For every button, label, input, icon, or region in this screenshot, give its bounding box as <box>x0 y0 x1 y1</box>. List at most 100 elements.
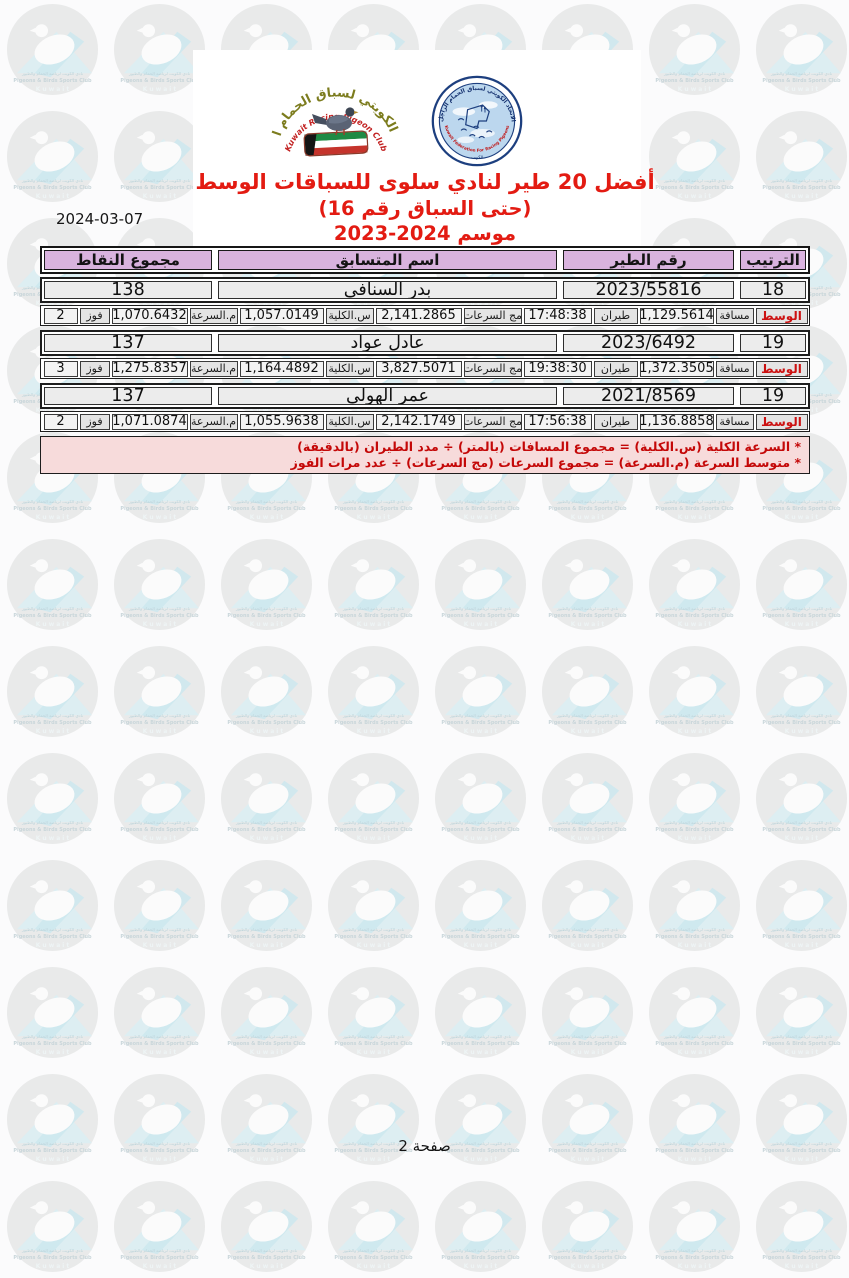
watermark-pigeon-icon: نادي الكويت لرياضة الحمام والطيور Pigeon… <box>113 110 206 203</box>
avg-speed-value: 1,070.6432 <box>111 307 188 324</box>
svg-text:Pigeons & Birds Sports Club: Pigeons & Birds Sports Club <box>120 613 199 619</box>
watermark-pigeon-icon: نادي الكويت لرياضة الحمام والطيور Pigeon… <box>220 538 313 631</box>
watermark-pigeon-icon: نادي الكويت لرياضة الحمام والطيور Pigeon… <box>220 645 313 738</box>
watermark-pigeon-logo: نادي الكويت لرياضة الحمام والطيور Pigeon… <box>433 1072 528 1167</box>
svg-text:K u w a i t: K u w a i t <box>250 942 284 949</box>
watermark-pigeon-icon: نادي الكويت لرياضة الحمام والطيور Pigeon… <box>434 538 527 631</box>
watermark-pigeon-logo: نادي الكويت لرياضة الحمام والطيور Pigeon… <box>433 751 528 846</box>
svg-text:نادي الكويت لرياضة الحمام والط: نادي الكويت لرياضة الحمام والطيور <box>663 178 725 183</box>
svg-text:نادي الكويت لرياضة الحمام والط: نادي الكويت لرياضة الحمام والطيور <box>128 178 190 183</box>
svg-text:Pigeons & Birds Sports Club: Pigeons & Birds Sports Club <box>13 720 92 726</box>
svg-text:K u w a i t: K u w a i t <box>678 1049 712 1056</box>
svg-text:K u w a i t: K u w a i t <box>678 300 712 307</box>
watermark-pigeon-logo: نادي الكويت لرياضة الحمام والطيور Pigeon… <box>326 537 421 632</box>
svg-text:Pigeons & Birds Sports Club: Pigeons & Birds Sports Club <box>334 506 413 512</box>
watermark-pigeon-icon: نادي الكويت لرياضة الحمام والطيور Pigeon… <box>755 3 848 96</box>
watermark-pigeon-logo: نادي الكويت لرياضة الحمام والطيور Pigeon… <box>326 965 421 1060</box>
svg-text:K u w a i t: K u w a i t <box>785 514 819 521</box>
svg-text:K u w a i t: K u w a i t <box>464 1263 498 1270</box>
distance-label: مسافة <box>715 360 754 377</box>
watermark-pigeon-logo: نادي الكويت لرياضة الحمام والطيور Pigeon… <box>326 751 421 846</box>
watermark-pigeon-logo: نادي الكويت لرياضة الحمام والطيور Pigeon… <box>112 1072 207 1167</box>
watermark-pigeon-icon: نادي الكويت لرياضة الحمام والطيور Pigeon… <box>434 752 527 845</box>
svg-text:K u w a i t: K u w a i t <box>143 514 177 521</box>
svg-text:Pigeons & Birds Sports Club: Pigeons & Birds Sports Club <box>13 1148 92 1154</box>
svg-text:نادي الكويت لرياضة الحمام والط: نادي الكويت لرياضة الحمام والطيور <box>556 713 618 718</box>
watermark-pigeon-logo: نادي الكويت لرياضة الحمام والطيور Pigeon… <box>112 537 207 632</box>
watermark-pigeon-logo: نادي الكويت لرياضة الحمام والطيور Pigeon… <box>754 644 849 739</box>
watermark-pigeon-icon: نادي الكويت لرياضة الحمام والطيور Pigeon… <box>434 645 527 738</box>
svg-text:K u w a i t: K u w a i t <box>250 1156 284 1163</box>
win-label: فوز <box>79 307 110 324</box>
watermark-pigeon-logo: نادي الكويت لرياضة الحمام والطيور Pigeon… <box>754 1072 849 1167</box>
watermark-pigeon-logo: نادي الكويت لرياضة الحمام والطيور Pigeon… <box>112 644 207 739</box>
results-table: الترتيب رقم الطير اسم المتسابق مجموع الن… <box>40 246 810 474</box>
speeds-sum-value: 3,827.5071 <box>375 360 462 377</box>
svg-text:Pigeons & Birds Sports Club: Pigeons & Birds Sports Club <box>120 1148 199 1154</box>
svg-text:K u w a i t: K u w a i t <box>785 835 819 842</box>
watermark-pigeon-icon: نادي الكويت لرياضة الحمام والطيور Pigeon… <box>541 645 634 738</box>
svg-text:K u w a i t: K u w a i t <box>464 514 498 521</box>
svg-text:K u w a i t: K u w a i t <box>36 728 70 735</box>
rank-cell: 19 <box>740 387 806 405</box>
table-row: 19 2023/6492 عادل عواد 137 <box>40 330 810 356</box>
table-detail-row: الوسط مسافة 1,129.5614 طيران 17:48:38 مج… <box>40 305 810 326</box>
svg-text:Pigeons & Birds Sports Club: Pigeons & Birds Sports Club <box>548 720 627 726</box>
svg-text:Pigeons & Birds Sports Club: Pigeons & Birds Sports Club <box>441 613 520 619</box>
svg-text:نادي الكويت لرياضة الحمام والط: نادي الكويت لرياضة الحمام والطيور <box>128 499 190 504</box>
watermark-pigeon-logo: نادي الكويت لرياضة الحمام والطيور Pigeon… <box>647 751 742 846</box>
watermark-pigeon-icon: نادي الكويت لرياضة الحمام والطيور Pigeon… <box>327 966 420 1059</box>
overall-speed-value: 1,164.4892 <box>239 360 324 377</box>
svg-text:Pigeons & Birds Sports Club: Pigeons & Birds Sports Club <box>120 185 199 191</box>
svg-text:K u w a i t: K u w a i t <box>357 1156 391 1163</box>
svg-text:نادي الكويت لرياضة الحمام والط: نادي الكويت لرياضة الحمام والطيور <box>21 499 83 504</box>
svg-text:K u w a i t: K u w a i t <box>250 407 284 414</box>
svg-text:نادي الكويت لرياضة الحمام والط: نادي الكويت لرياضة الحمام والطيور <box>235 1248 297 1253</box>
svg-text:Pigeons & Birds Sports Club: Pigeons & Birds Sports Club <box>13 1255 92 1261</box>
svg-text:نادي الكويت لرياضة الحمام والط: نادي الكويت لرياضة الحمام والطيور <box>556 1034 618 1039</box>
svg-text:Pigeons & Birds Sports Club: Pigeons & Birds Sports Club <box>334 1255 413 1261</box>
watermark-pigeon-logo: نادي الكويت لرياضة الحمام والطيور Pigeon… <box>219 1072 314 1167</box>
svg-text:K u w a i t: K u w a i t <box>143 300 177 307</box>
svg-text:K u w a i t: K u w a i t <box>250 835 284 842</box>
watermark-pigeon-logo: نادي الكويت لرياضة الحمام والطيور Pigeon… <box>5 1072 100 1167</box>
svg-text:نادي الكويت لرياضة الحمام والط: نادي الكويت لرياضة الحمام والطيور <box>449 820 511 825</box>
bird-number-cell: 2021/8569 <box>563 387 734 405</box>
speeds-sum-label: مج السرعات <box>463 307 522 324</box>
watermark-pigeon-logo: نادي الكويت لرياضة الحمام والطيور Pigeon… <box>754 537 849 632</box>
watermark-pigeon-icon: نادي الكويت لرياضة الحمام والطيور Pigeon… <box>755 431 848 524</box>
speeds-sum-value: 2,142.1749 <box>375 413 462 430</box>
watermark-pigeon-logo: نادي الكويت لرياضة الحمام والطيور Pigeon… <box>5 644 100 739</box>
watermark-pigeon-icon: نادي الكويت لرياضة الحمام والطيور Pigeon… <box>220 1073 313 1166</box>
svg-text:نادي الكويت لرياضة الحمام والط: نادي الكويت لرياضة الحمام والطيور <box>235 1034 297 1039</box>
svg-text:Pigeons & Birds Sports Club: Pigeons & Birds Sports Club <box>13 613 92 619</box>
watermark-pigeon-icon: نادي الكويت لرياضة الحمام والطيور Pigeon… <box>755 538 848 631</box>
svg-text:Pigeons & Birds Sports Club: Pigeons & Birds Sports Club <box>548 1148 627 1154</box>
svg-text:K u w a i t: K u w a i t <box>143 942 177 949</box>
svg-text:Pigeons & Birds Sports Club: Pigeons & Birds Sports Club <box>334 613 413 619</box>
avg-speed-value: 1,275.8357 <box>111 360 188 377</box>
svg-text:نادي الكويت لرياضة الحمام والط: نادي الكويت لرياضة الحمام والطيور <box>21 927 83 932</box>
svg-text:K u w a i t: K u w a i t <box>143 1263 177 1270</box>
svg-text:Pigeons & Birds Sports Club: Pigeons & Birds Sports Club <box>762 934 841 940</box>
pigeon-icon <box>312 107 359 136</box>
watermark-pigeon-logo: نادي الكويت لرياضة الحمام والطيور Pigeon… <box>219 858 314 953</box>
svg-text:نادي الكويت لرياضة الحمام والط: نادي الكويت لرياضة الحمام والطيور <box>770 1034 832 1039</box>
svg-text:Pigeons & Birds Sports Club: Pigeons & Birds Sports Club <box>13 78 92 84</box>
svg-text:نادي الكويت لرياضة الحمام والط: نادي الكويت لرياضة الحمام والطيور <box>342 1141 404 1146</box>
svg-text:Pigeons & Birds Sports Club: Pigeons & Birds Sports Club <box>762 827 841 833</box>
report-date: 2024-03-07 <box>56 210 144 228</box>
svg-text:Pigeons & Birds Sports Club: Pigeons & Birds Sports Club <box>762 1148 841 1154</box>
svg-text:K u w a i t: K u w a i t <box>571 728 605 735</box>
svg-text:نادي الكويت لرياضة الحمام والط: نادي الكويت لرياضة الحمام والطيور <box>556 1141 618 1146</box>
svg-text:Pigeons & Birds Sports Club: Pigeons & Birds Sports Club <box>227 506 306 512</box>
watermark-pigeon-logo: نادي الكويت لرياضة الحمام والطيور Pigeon… <box>647 109 742 204</box>
watermark-pigeon-icon: نادي الكويت لرياضة الحمام والطيور Pigeon… <box>327 1073 420 1166</box>
distance-value: 1,129.5614 <box>639 307 714 324</box>
svg-text:K u w a i t: K u w a i t <box>250 728 284 735</box>
svg-text:K u w a i t: K u w a i t <box>785 1049 819 1056</box>
svg-text:نادي الكويت لرياضة الحمام والط: نادي الكويت لرياضة الحمام والطيور <box>663 71 725 76</box>
svg-text:نادي الكويت لرياضة الحمام والط: نادي الكويت لرياضة الحمام والطيور <box>235 820 297 825</box>
watermark-pigeon-logo: نادي الكويت لرياضة الحمام والطيور Pigeon… <box>112 751 207 846</box>
watermark-pigeon-icon: نادي الكويت لرياضة الحمام والطيور Pigeon… <box>113 1073 206 1166</box>
